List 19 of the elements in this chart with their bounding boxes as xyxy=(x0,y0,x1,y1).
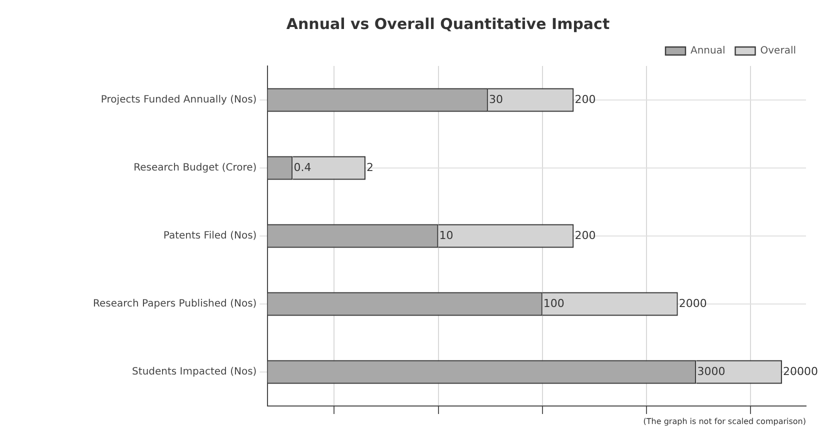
total-label: 200 xyxy=(574,92,596,106)
y-tick-label: Students Impacted (Nos) xyxy=(132,366,257,378)
data-label: 0.4 xyxy=(294,160,312,174)
total-label: 20000 xyxy=(783,364,818,378)
total-label: 2000 xyxy=(678,296,707,310)
data-label: 100 xyxy=(543,296,564,310)
data-label: 30 xyxy=(488,92,503,106)
chart-title: Annual vs Overall Quantitative Impact xyxy=(286,14,610,33)
y-tick-label: Patents Filed (Nos) xyxy=(163,230,257,242)
text: (The graph is not for scaled comparison) xyxy=(643,417,806,426)
legend-label: Overall xyxy=(760,46,796,57)
data-label: 3000 xyxy=(697,364,726,378)
y-tick-label: Research Papers Published (Nos) xyxy=(92,298,257,310)
total-label: 200 xyxy=(574,228,596,242)
data-label: 10 xyxy=(439,228,454,242)
legend-label: Annual xyxy=(690,46,726,57)
y-tick-label: Research Budget (Crore) xyxy=(134,162,257,174)
total-label: 2 xyxy=(366,160,374,174)
y-tick-label: Projects Funded Annually (Nos) xyxy=(100,94,257,106)
